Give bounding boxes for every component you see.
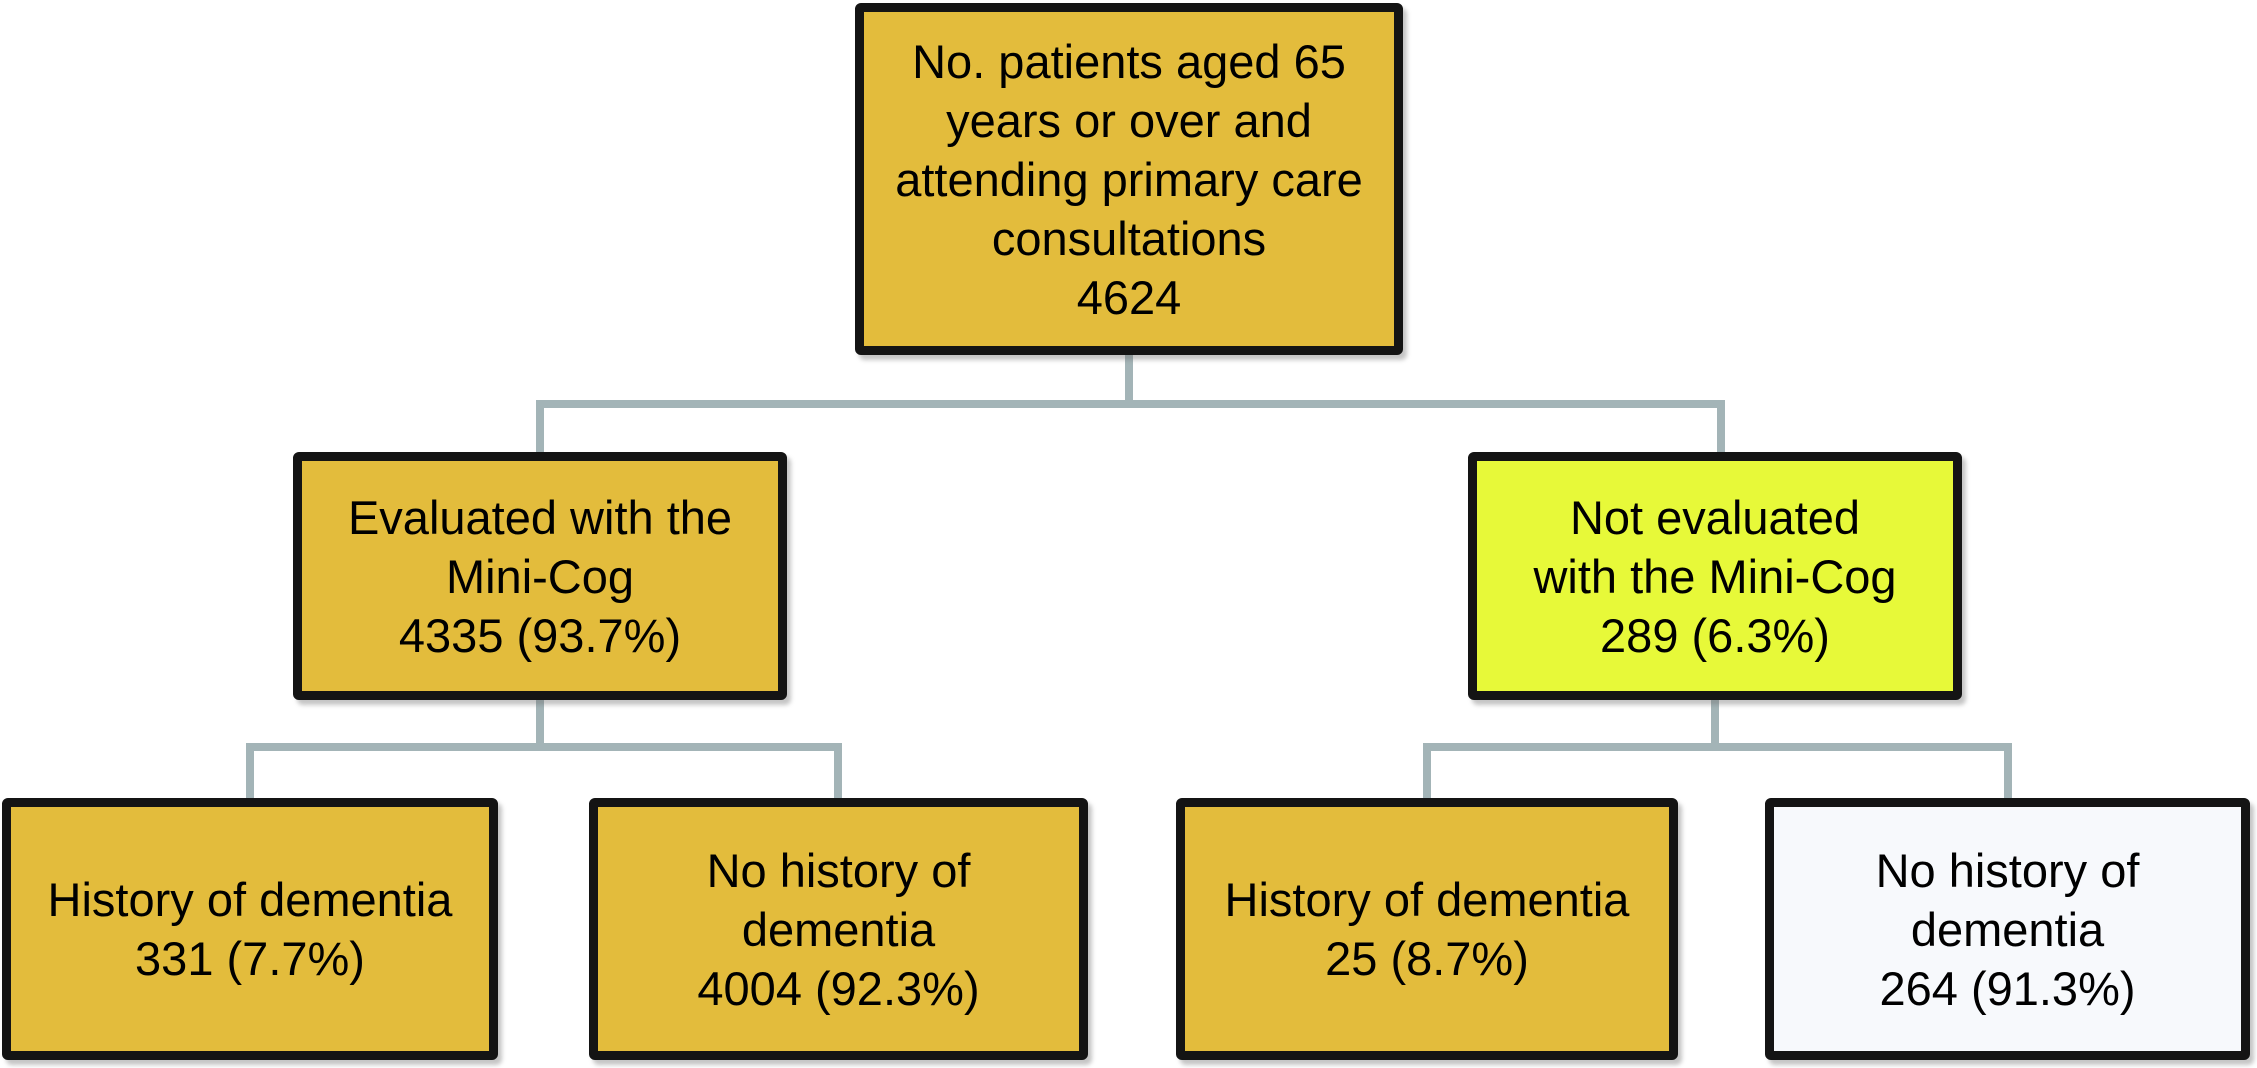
- node-text-line: years or over and: [946, 93, 1312, 147]
- node-evaluated-no-history-dementia: No history of dementia 4004 (92.3%): [589, 798, 1088, 1060]
- node-not-evaluated-history-dementia: History of dementia 25 (8.7%): [1176, 798, 1678, 1060]
- node-text-line: 289 (6.3%): [1600, 608, 1830, 662]
- node-text-line: History of dementia: [47, 873, 453, 926]
- node-text-line: dementia: [1910, 902, 2105, 956]
- node-text-line: 4004 (92.3%): [697, 961, 980, 1015]
- node-not-evaluated-no-history-dementia: No history of dementia 264 (91.3%): [1765, 798, 2250, 1060]
- node-evaluated-mini-cog: Evaluated with the Mini-Cog 4335 (93.7%): [293, 452, 787, 700]
- node-text-line: History of dementia: [1224, 873, 1630, 926]
- node-text-line: 331 (7.7%): [135, 932, 365, 985]
- node-text-line: Mini-Cog: [445, 549, 635, 603]
- node-text-line: dementia: [741, 902, 936, 956]
- node-text-line: 264 (91.3%): [1879, 961, 2136, 1015]
- node-text-line: with the Mini-Cog: [1533, 549, 1897, 603]
- node-not-evaluated-mini-cog: Not evaluated with the Mini-Cog 289 (6.3%): [1468, 452, 1962, 700]
- node-text-line: consultations: [991, 211, 1267, 265]
- node-text-line: 25 (8.7%): [1325, 932, 1529, 985]
- node-text-line: Evaluated with the: [347, 490, 733, 544]
- node-text-line: Not evaluated: [1569, 490, 1861, 544]
- connector-left-split: [246, 698, 842, 798]
- node-text-line: No history of: [1875, 843, 2140, 897]
- node-total-patients: No. patients aged 65 years or over and att…: [855, 3, 1403, 355]
- node-text-line: No history of: [706, 843, 971, 897]
- connector-right-split: [1423, 698, 2012, 798]
- node-text-line: 4335 (93.7%): [398, 608, 682, 662]
- node-text-line: attending primary care: [895, 152, 1363, 206]
- node-text-line: 4624: [1076, 270, 1182, 324]
- node-text-line: No. patients aged 65: [912, 34, 1346, 88]
- node-evaluated-history-dementia: History of dementia 331 (7.7%): [2, 798, 498, 1060]
- connector-top-split: [536, 355, 1725, 452]
